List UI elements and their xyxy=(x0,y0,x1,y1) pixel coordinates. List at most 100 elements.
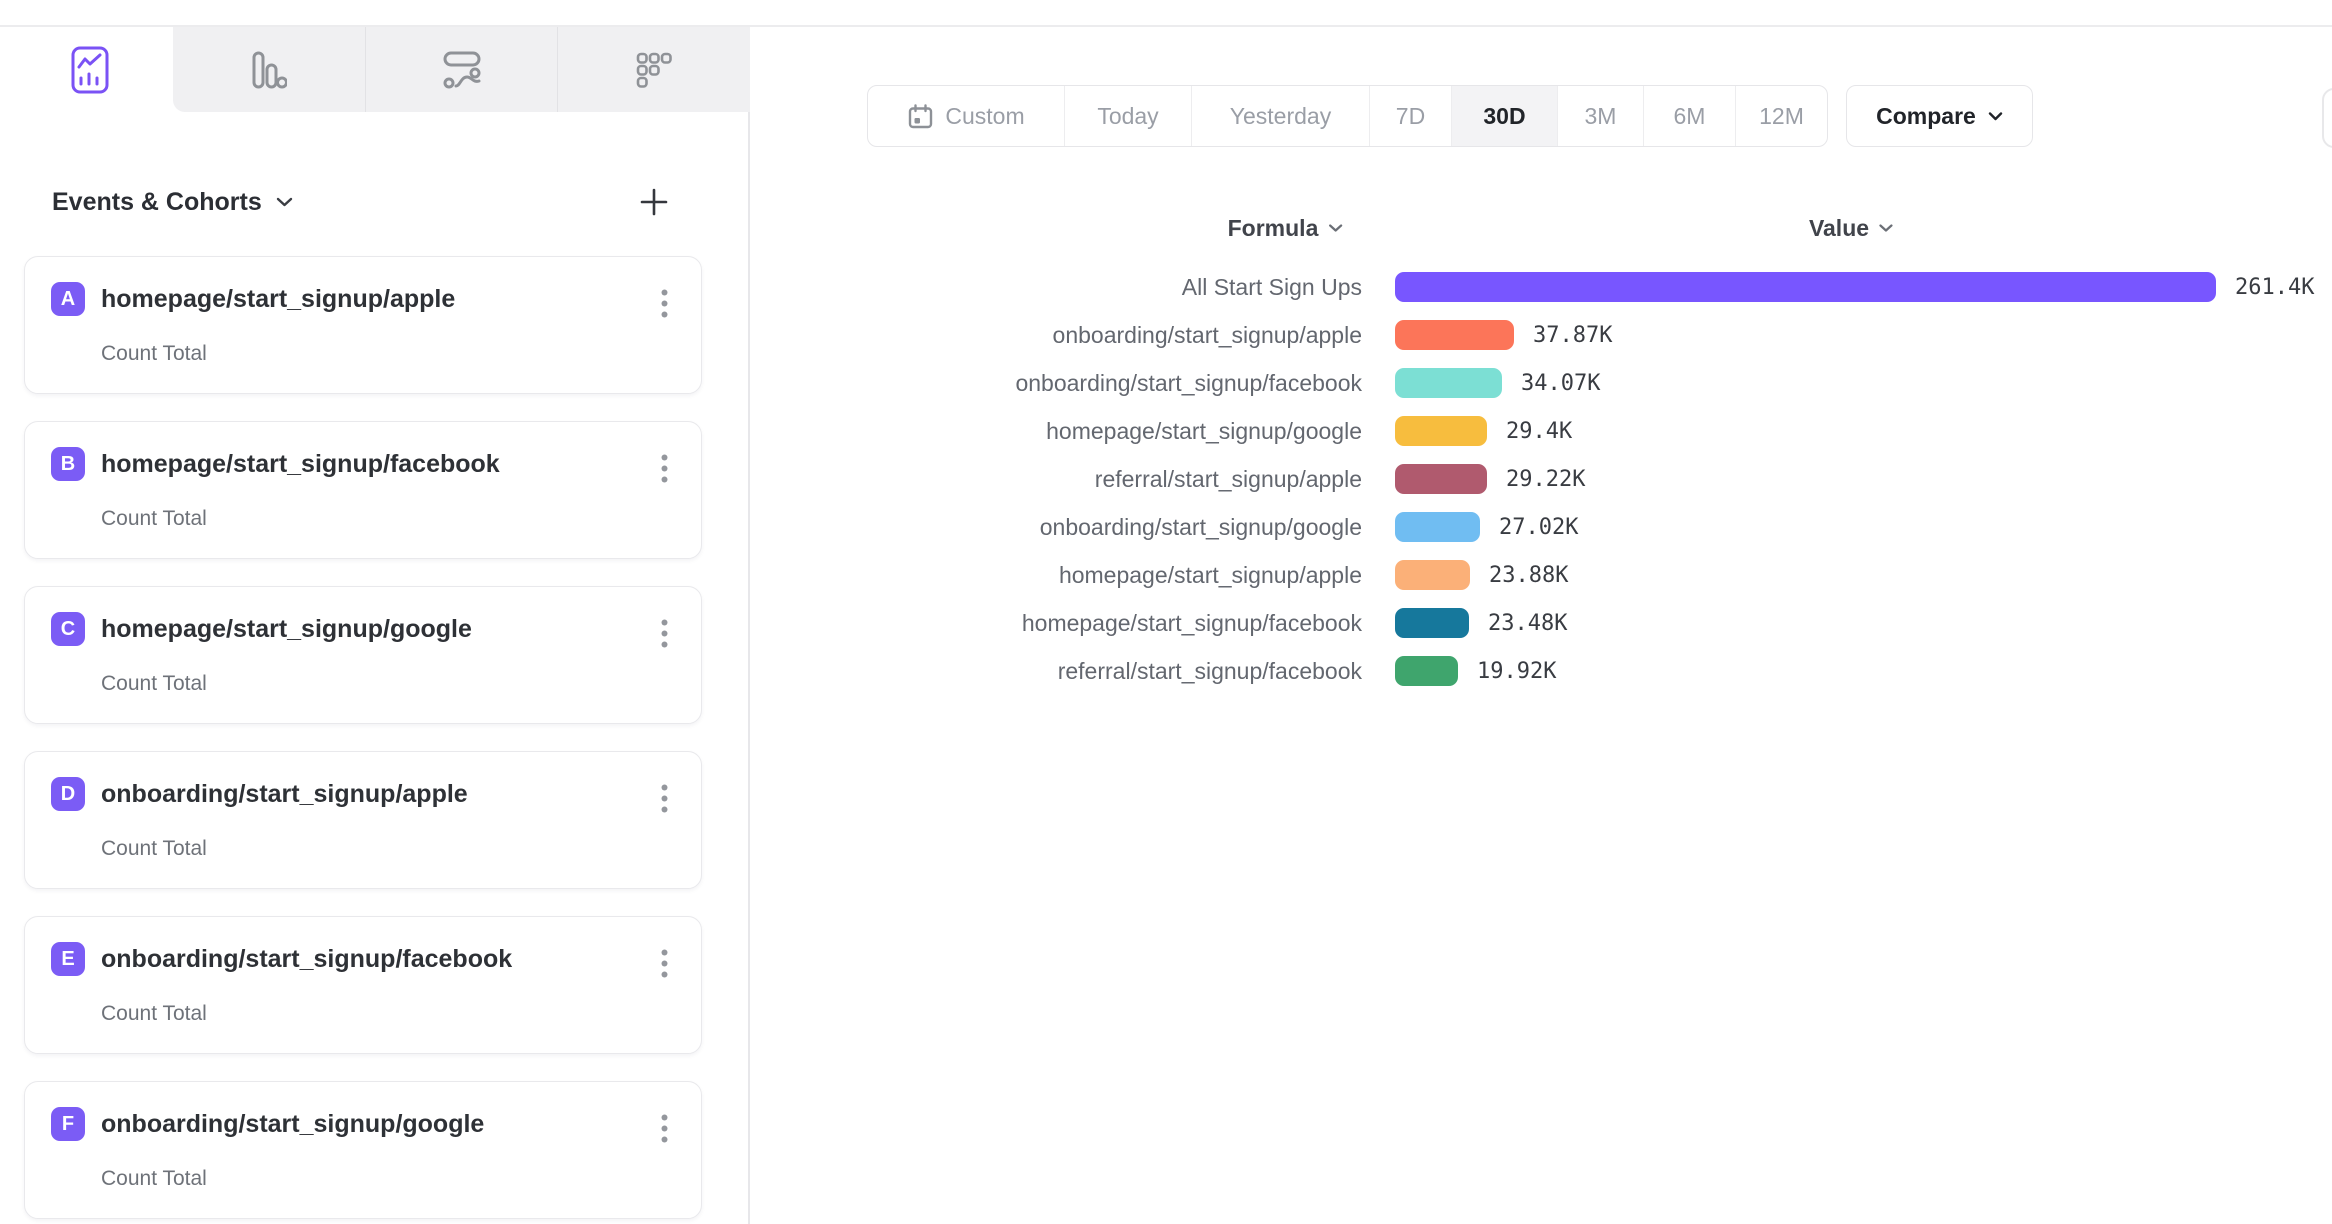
date-option-7d[interactable]: 7D xyxy=(1369,86,1451,146)
kebab-menu-icon[interactable] xyxy=(649,943,679,985)
event-measure[interactable]: Count Total xyxy=(101,1167,207,1190)
line-chart-icon xyxy=(71,46,109,94)
bar-row-label: homepage/start_signup/apple xyxy=(1058,561,1362,588)
event-letter-badge: D xyxy=(51,777,85,811)
bar-segment[interactable] xyxy=(1395,464,1487,494)
value-column-header[interactable]: Value xyxy=(1809,213,1893,243)
date-option-label: 7D xyxy=(1395,102,1426,129)
date-option-yesterday[interactable]: Yesterday xyxy=(1191,86,1369,146)
event-measure[interactable]: Count Total xyxy=(101,1002,207,1025)
date-option-label: 6M xyxy=(1673,102,1706,129)
events-cohorts-title: Events & Cohorts xyxy=(52,187,262,216)
compare-label: Compare xyxy=(1876,102,1976,129)
bar-segment[interactable] xyxy=(1395,272,2216,302)
date-option-12m[interactable]: 12M xyxy=(1735,86,1827,146)
date-option-6m[interactable]: 6M xyxy=(1643,86,1735,146)
bar-segment[interactable] xyxy=(1395,560,1470,590)
event-letter-badge: F xyxy=(51,1107,85,1141)
date-option-label: Yesterday xyxy=(1229,102,1332,129)
bar-rows: All Start Sign Ups 261.4K onboarding/sta… xyxy=(806,263,2314,695)
event-measure[interactable]: Count Total xyxy=(101,837,207,860)
bar-segment[interactable] xyxy=(1395,512,1480,542)
event-measure[interactable]: Count Total xyxy=(101,672,207,695)
bar-row: onboarding/start_signup/google 27.02K xyxy=(806,503,2314,551)
event-letter-badge: B xyxy=(51,447,85,481)
bar-row-value: 29.4K xyxy=(1506,418,1573,444)
bar-row-label: referral/start_signup/apple xyxy=(1094,465,1362,492)
kebab-menu-icon[interactable] xyxy=(649,283,679,325)
event-name: onboarding/start_signup/apple xyxy=(101,780,468,808)
bar-row-label: onboarding/start_signup/facebook xyxy=(1015,369,1362,396)
date-option-label: Custom xyxy=(945,102,1025,129)
event-card[interactable]: D onboarding/start_signup/apple Count To… xyxy=(24,751,702,889)
date-option-label: 12M xyxy=(1759,102,1804,129)
events-cohorts-header: Events & Cohorts xyxy=(0,182,702,222)
bar-row-label: onboarding/start_signup/apple xyxy=(1052,321,1362,348)
tab-flow-chart[interactable] xyxy=(364,27,558,112)
event-measure[interactable]: Count Total xyxy=(101,342,207,365)
tab-line-chart[interactable] xyxy=(16,27,164,112)
kebab-menu-icon[interactable] xyxy=(649,613,679,655)
bar-row: referral/start_signup/facebook 19.92K xyxy=(806,647,2314,695)
insights-bar-chart: Formula Value All Start Sign Ups 261.4K … xyxy=(806,0,2332,1224)
kebab-menu-icon[interactable] xyxy=(649,778,679,820)
bar-row-value: 37.87K xyxy=(1533,322,1613,348)
event-letter-badge: C xyxy=(51,612,85,646)
bar-segment[interactable] xyxy=(1395,320,1514,350)
add-event-button[interactable] xyxy=(638,186,670,218)
kebab-menu-icon[interactable] xyxy=(649,448,679,490)
event-name: homepage/start_signup/facebook xyxy=(101,450,500,478)
date-option-custom[interactable]: Custom xyxy=(868,86,1064,146)
event-letter-badge: A xyxy=(51,282,85,316)
kebab-menu-icon[interactable] xyxy=(649,1108,679,1150)
date-option-today[interactable]: Today xyxy=(1064,86,1191,146)
chevron-down-icon xyxy=(276,197,293,207)
sidebar-divider xyxy=(748,112,750,1224)
bar-segment[interactable] xyxy=(1395,416,1487,446)
date-option-30d[interactable]: 30D xyxy=(1451,86,1557,146)
event-name: onboarding/start_signup/facebook xyxy=(101,945,513,973)
events-cohorts-dropdown[interactable]: Events & Cohorts xyxy=(52,182,293,222)
bar-row-label: homepage/start_signup/google xyxy=(1046,417,1362,444)
event-list: A homepage/start_signup/apple Count Tota… xyxy=(24,256,702,1224)
event-card[interactable]: B homepage/start_signup/facebook Count T… xyxy=(24,421,702,559)
bar-segment[interactable] xyxy=(1395,656,1458,686)
bar-segment[interactable] xyxy=(1395,368,1502,398)
dot-grid-icon xyxy=(636,52,672,88)
bar-row-value: 29.22K xyxy=(1506,466,1586,492)
bar-chart-icon xyxy=(251,51,287,89)
event-card[interactable]: C homepage/start_signup/google Count Tot… xyxy=(24,586,702,724)
bar-row-label: homepage/start_signup/facebook xyxy=(1021,609,1362,636)
event-card[interactable]: A homepage/start_signup/apple Count Tota… xyxy=(24,256,702,394)
chevron-down-icon xyxy=(1879,224,1893,232)
bar-row-value: 23.88K xyxy=(1489,562,1569,588)
bar-row-label: All Start Sign Ups xyxy=(1181,273,1362,300)
bar-segment[interactable] xyxy=(1395,608,1469,638)
chart-type-tab-group xyxy=(173,27,750,112)
tab-bar-chart[interactable] xyxy=(173,27,365,112)
bar-row: onboarding/start_signup/facebook 34.07K xyxy=(806,359,2314,407)
event-card[interactable]: E onboarding/start_signup/facebook Count… xyxy=(24,916,702,1054)
top-divider xyxy=(0,25,2332,27)
bar-row-value: 261.4K xyxy=(2235,274,2315,300)
event-name: homepage/start_signup/apple xyxy=(101,285,456,313)
flow-chart-icon xyxy=(442,50,482,90)
event-card[interactable]: F onboarding/start_signup/google Count T… xyxy=(24,1081,702,1219)
compare-button[interactable]: Compare xyxy=(1846,85,2033,147)
bar-row-value: 23.48K xyxy=(1488,610,1568,636)
tab-breakdown-grid[interactable] xyxy=(557,27,750,112)
bar-row: onboarding/start_signup/apple 37.87K xyxy=(806,311,2314,359)
bar-row: homepage/start_signup/google 29.4K xyxy=(806,407,2314,455)
date-option-label: Today xyxy=(1097,102,1159,129)
date-option-3m[interactable]: 3M xyxy=(1557,86,1643,146)
date-option-label: 30D xyxy=(1483,102,1526,129)
event-letter-badge: E xyxy=(51,942,85,976)
event-measure[interactable]: Count Total xyxy=(101,507,207,530)
bar-row-label: onboarding/start_signup/google xyxy=(1039,513,1362,540)
bar-row-value: 19.92K xyxy=(1477,658,1557,684)
date-option-label: 3M xyxy=(1584,102,1617,129)
formula-column-header[interactable]: Formula xyxy=(1228,213,1343,243)
chevron-down-icon xyxy=(1328,224,1342,232)
bar-row-value: 27.02K xyxy=(1499,514,1579,540)
bar-row: referral/start_signup/apple 29.22K xyxy=(806,455,2314,503)
